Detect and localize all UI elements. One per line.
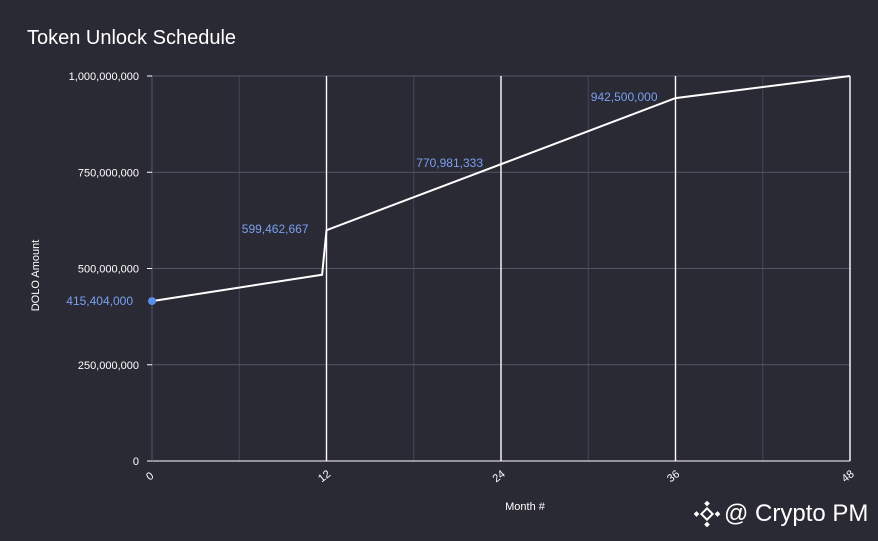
- y-tick-label: 250,000,000: [78, 360, 139, 372]
- data-label: 415,404,000: [66, 294, 133, 308]
- y-tick-label: 750,000,000: [78, 167, 139, 179]
- y-axis-title: DOLO Amount: [30, 240, 42, 312]
- x-axis-title: Month #: [505, 501, 546, 513]
- y-tick-label: 0: [133, 456, 139, 468]
- y-tick-label: 500,000,000: [78, 264, 139, 276]
- x-tick-label: 0: [144, 470, 156, 483]
- x-tick-label: 24: [491, 468, 508, 485]
- watermark-text: @ Crypto PM: [724, 500, 869, 527]
- start-point-marker: [148, 297, 156, 306]
- x-tick-label: 12: [316, 468, 333, 485]
- x-tick-label: 48: [840, 468, 857, 485]
- series-line: [151, 75, 851, 303]
- x-tick-label: 36: [665, 468, 682, 485]
- data-label: 599,462,667: [242, 222, 309, 236]
- binance-logo-icon: [694, 501, 720, 527]
- data-label: 942,500,000: [591, 90, 658, 104]
- y-tick-label: 1,000,000,000: [69, 71, 139, 83]
- data-label: 770,981,333: [416, 156, 483, 170]
- watermark: @ Crypto PM: [694, 500, 868, 528]
- chart-title: Token Unlock Schedule: [27, 27, 237, 49]
